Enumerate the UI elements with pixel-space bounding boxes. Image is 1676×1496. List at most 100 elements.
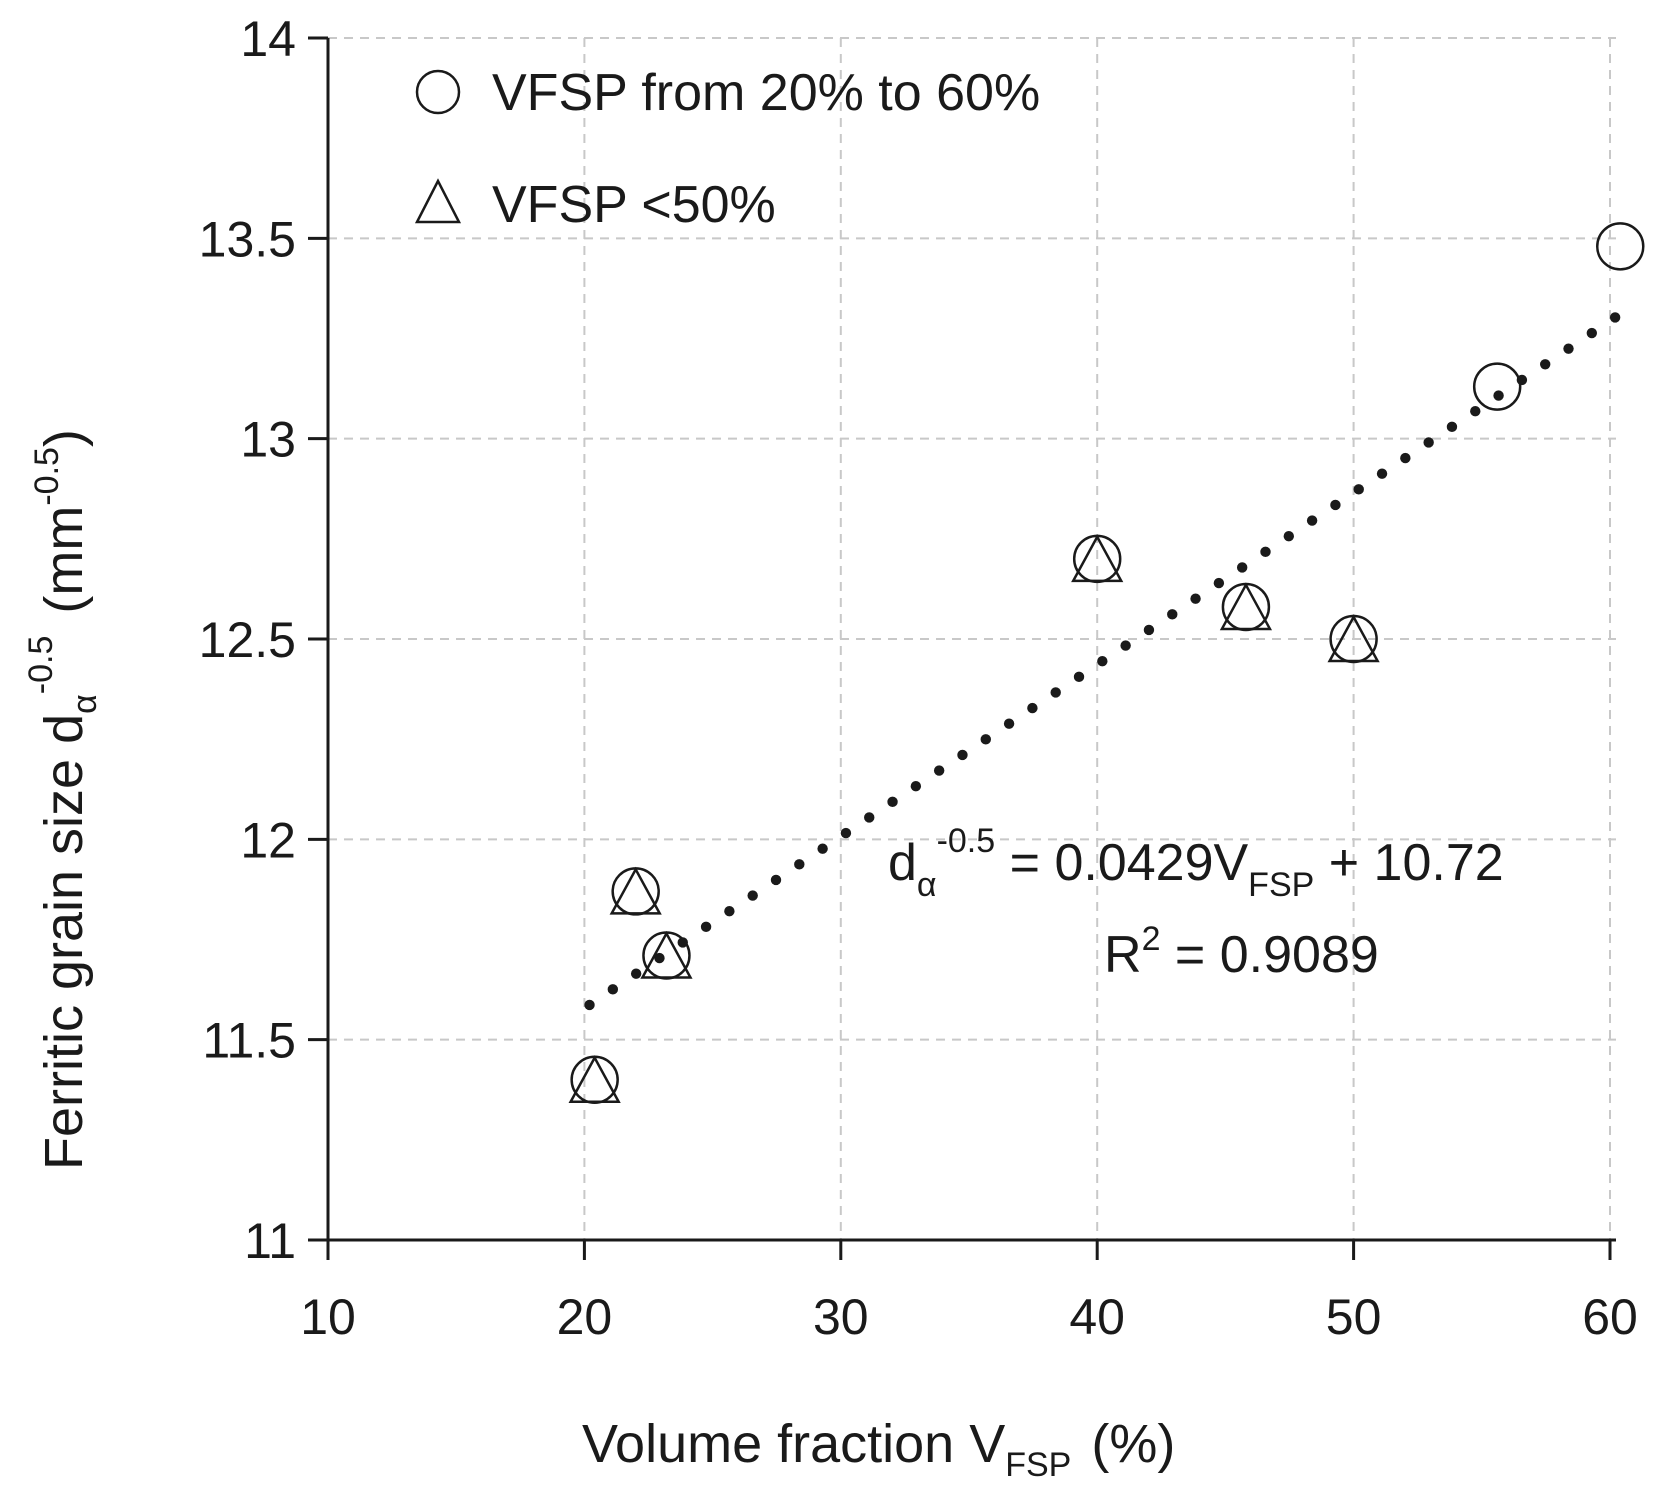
trendline-dot	[1540, 359, 1551, 370]
x-tick-label: 10	[300, 1289, 356, 1345]
trendline-dot	[1003, 718, 1015, 729]
data-point-circle	[1472, 362, 1522, 411]
trendline-dot	[1470, 405, 1481, 417]
y-tick-label: 13	[240, 412, 296, 468]
y-tick-label: 13.5	[199, 211, 296, 267]
trendline-dot	[1097, 656, 1108, 667]
trendline-dot	[1376, 468, 1388, 479]
eq-rhs: 0.0429V	[1054, 834, 1248, 892]
trendline-dot	[724, 906, 735, 917]
trendline-dot	[1353, 484, 1364, 495]
trendline	[584, 312, 1621, 1011]
data-point-triangle	[568, 1055, 621, 1103]
r2-value: = 0.9089	[1160, 926, 1378, 984]
trendline-dot	[957, 749, 968, 761]
data-point-triangle	[609, 866, 662, 915]
x-tick-label: 50	[1326, 1289, 1382, 1345]
data-point-triangle	[640, 930, 693, 979]
trendline-dot	[677, 937, 688, 948]
eq-lhs: d	[888, 834, 917, 892]
trendline-dot	[584, 999, 595, 1011]
y-axis-title-unit-sup: -0.5	[28, 447, 66, 506]
data-point-circle	[570, 1055, 619, 1104]
eq-rhs-tail: + 10.72	[1314, 834, 1503, 892]
trendline-dot	[933, 765, 945, 776]
trendline-dot	[1586, 327, 1598, 339]
trendline-dot	[910, 781, 922, 792]
trendline-dot	[630, 968, 642, 979]
eq-equals: =	[995, 834, 1054, 892]
trendline-equation: dα-0.5 = 0.0429VFSP + 10.72	[888, 822, 1504, 904]
legend-label-triangle: VFSP <50%	[492, 176, 776, 234]
legend-triangle-marker	[414, 178, 462, 224]
ticks: 11 11.5 12 12.5 13 13.5 14 10 20 30 40 50 60	[199, 11, 1638, 1345]
trendline-dot	[1050, 687, 1061, 698]
trendline-r-squared: R2 = 0.9089	[1104, 920, 1379, 984]
y-axis-title-main: Ferritic grain size d	[34, 714, 94, 1170]
trendline-dot	[1236, 562, 1248, 573]
y-axis-title-unit-open: (mm	[34, 506, 94, 614]
trendline-dot	[1213, 577, 1225, 589]
y-axis-title-sub: α	[66, 694, 104, 714]
trendline-dot	[1423, 437, 1434, 448]
data-point-triangle	[1071, 534, 1124, 583]
x-axis-title-sub: FSP	[1005, 1446, 1071, 1484]
data-point-circle	[611, 867, 660, 916]
data-point-circle	[1221, 582, 1271, 632]
trendline-dot	[1167, 609, 1178, 620]
eq-rhs-sub: FSP	[1248, 866, 1314, 904]
trendline-dot	[770, 874, 782, 886]
data-points	[568, 222, 1645, 1104]
trendline-dot	[1563, 343, 1574, 354]
trendline-dot	[794, 859, 805, 870]
trendline-dot	[1609, 312, 1621, 323]
trendline-dot	[1400, 452, 1411, 464]
trendline-dot	[1330, 499, 1341, 511]
trendline-dot	[607, 984, 619, 995]
data-point-circle	[1596, 222, 1645, 271]
trendline-dot	[887, 796, 898, 808]
trendline-dot	[1143, 624, 1155, 636]
legend: VFSP from 20% to 60% VFSP <50%	[414, 64, 1040, 234]
trendline-dot	[700, 921, 712, 933]
y-tick-label: 11.5	[202, 1013, 296, 1069]
trendline-dot	[1283, 530, 1295, 542]
data-point-triangle	[1327, 614, 1380, 663]
trendline-dot	[747, 890, 758, 901]
legend-circle-marker	[415, 69, 461, 115]
x-axis-title: Volume fraction VFSP (%)	[582, 1414, 1175, 1484]
x-tick-label: 30	[813, 1289, 869, 1345]
x-axis-title-unit: (%)	[1091, 1414, 1175, 1474]
x-axis-title-main: Volume fraction V	[582, 1414, 1005, 1474]
trendline-dot	[1190, 593, 1201, 604]
grid	[328, 37, 1616, 1240]
r2-sup: 2	[1142, 920, 1161, 958]
trendline-dot	[654, 952, 665, 964]
x-tick-label: 60	[1582, 1289, 1638, 1345]
legend-label-circle: VFSP from 20% to 60%	[492, 64, 1040, 122]
trendline-dot	[864, 812, 875, 823]
x-tick-label: 40	[1069, 1289, 1125, 1345]
trendline-dot	[1493, 390, 1504, 401]
eq-lhs-sub: α	[917, 866, 937, 904]
y-tick-label: 11	[244, 1213, 296, 1269]
data-point-triangle	[1219, 582, 1273, 631]
trendline-dot	[1306, 515, 1318, 526]
y-axis-title-sup: -0.5	[22, 636, 60, 695]
y-tick-label: 12	[240, 812, 296, 868]
y-axis-title-unit-close: )	[34, 429, 94, 447]
y-tick-label: 14	[240, 11, 296, 67]
data-point-circle	[642, 931, 691, 980]
x-tick-label: 20	[557, 1289, 613, 1345]
trendline-dot	[1446, 421, 1458, 433]
trendline-dot	[1120, 640, 1131, 651]
r2-label: R	[1104, 926, 1142, 984]
y-axis-title: Ferritic grain size dα-0.5(mm-0.5)	[22, 429, 104, 1170]
trendline-dot	[1260, 546, 1271, 558]
eq-lhs-sup: -0.5	[937, 822, 996, 860]
trendline-dot	[1027, 702, 1038, 714]
trendline-dot	[840, 827, 852, 839]
trendline-dot	[817, 843, 828, 854]
y-tick-label: 12.5	[199, 612, 296, 668]
